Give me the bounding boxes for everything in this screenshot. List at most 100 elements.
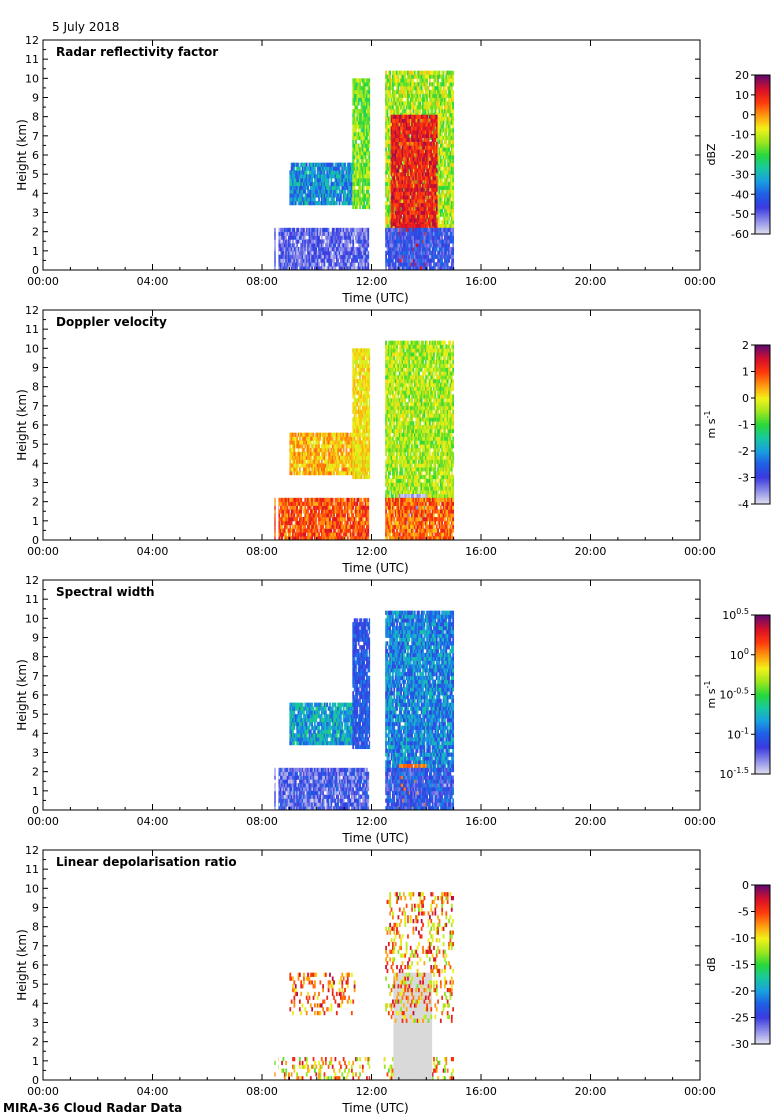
data-cell	[450, 170, 453, 175]
data-cell	[309, 231, 312, 236]
data-cell	[342, 181, 345, 187]
data-cell	[360, 151, 363, 156]
data-cell	[389, 201, 392, 206]
data-cell	[289, 239, 292, 244]
data-cell	[448, 204, 450, 210]
data-cell	[350, 197, 353, 202]
data-cell	[445, 89, 448, 95]
data-cell	[430, 93, 433, 98]
data-cell	[407, 97, 409, 102]
data-cell	[386, 193, 389, 198]
data-cell	[396, 199, 398, 204]
data-cell	[340, 250, 342, 256]
data-cell	[289, 243, 292, 248]
data-cell	[435, 126, 438, 131]
data-cell	[394, 126, 397, 131]
data-cell	[407, 101, 409, 106]
data-cell	[396, 181, 398, 187]
data-cell	[363, 78, 366, 83]
data-cell	[366, 227, 368, 233]
data-cell	[320, 254, 323, 259]
data-cell	[320, 162, 323, 167]
data-cell	[361, 124, 364, 129]
data-cell	[319, 266, 322, 271]
data-cell	[334, 266, 337, 271]
data-cell	[348, 189, 350, 194]
data-cell	[439, 109, 442, 114]
data-cell	[448, 158, 450, 164]
data-cell	[359, 197, 361, 202]
data-cell	[402, 74, 405, 79]
data-cell	[396, 202, 398, 208]
data-cell	[349, 227, 352, 233]
data-cell	[366, 262, 368, 267]
data-cell	[398, 164, 401, 169]
data-cell	[361, 243, 364, 248]
data-cell	[312, 250, 315, 256]
data-cell	[404, 93, 407, 98]
data-cell	[361, 105, 364, 110]
data-cell	[367, 197, 370, 202]
data-cell	[355, 235, 357, 240]
data-cell	[359, 254, 361, 259]
data-cell	[442, 112, 445, 118]
data-cell	[323, 166, 326, 171]
data-cell	[335, 181, 338, 187]
data-cell	[345, 170, 348, 175]
data-cell	[342, 254, 345, 259]
data-cell	[420, 78, 423, 83]
data-cell	[437, 158, 439, 164]
data-cell	[390, 191, 393, 196]
data-cell	[442, 204, 445, 210]
data-cell	[308, 193, 311, 198]
data-cell	[357, 116, 360, 121]
data-cell	[314, 201, 316, 206]
data-cell	[329, 193, 331, 198]
data-cell	[396, 78, 398, 83]
data-cell	[342, 162, 345, 167]
data-cell	[316, 201, 319, 206]
data-cell	[430, 149, 433, 154]
data-cell	[422, 82, 424, 87]
data-cell	[289, 247, 292, 252]
data-cell	[324, 231, 327, 236]
data-cell	[346, 181, 349, 187]
data-cell	[415, 105, 418, 110]
data-cell	[386, 181, 389, 187]
data-cell	[435, 145, 438, 150]
data-cell	[419, 97, 422, 102]
data-cell	[386, 120, 389, 125]
data-cell	[301, 185, 304, 190]
data-cell	[361, 155, 364, 160]
data-cell	[308, 239, 311, 244]
data-cell	[278, 243, 281, 248]
data-cell	[279, 231, 282, 236]
data-cell	[441, 112, 444, 118]
data-cell	[364, 162, 367, 167]
data-cell	[301, 247, 304, 252]
data-cell	[322, 266, 324, 271]
data-cell	[366, 120, 368, 125]
data-cell	[338, 247, 341, 252]
data-cell	[333, 243, 335, 248]
data-cell	[363, 197, 366, 202]
data-cell	[411, 97, 413, 102]
data-cell	[344, 197, 346, 202]
data-cell	[444, 105, 446, 110]
data-cell	[393, 172, 396, 177]
data-cell	[323, 170, 326, 175]
data-cell	[357, 197, 360, 202]
data-cell	[315, 247, 318, 252]
data-cell	[368, 174, 371, 179]
data-cell	[397, 145, 400, 150]
data-cell	[357, 135, 360, 141]
data-cell	[412, 105, 415, 110]
data-cell	[449, 143, 452, 148]
data-cell	[394, 101, 397, 106]
data-cell	[387, 220, 390, 225]
data-cell	[338, 227, 341, 233]
data-cell	[437, 86, 439, 91]
data-cell	[385, 89, 387, 95]
data-cell	[441, 74, 444, 79]
data-cell	[393, 137, 396, 142]
